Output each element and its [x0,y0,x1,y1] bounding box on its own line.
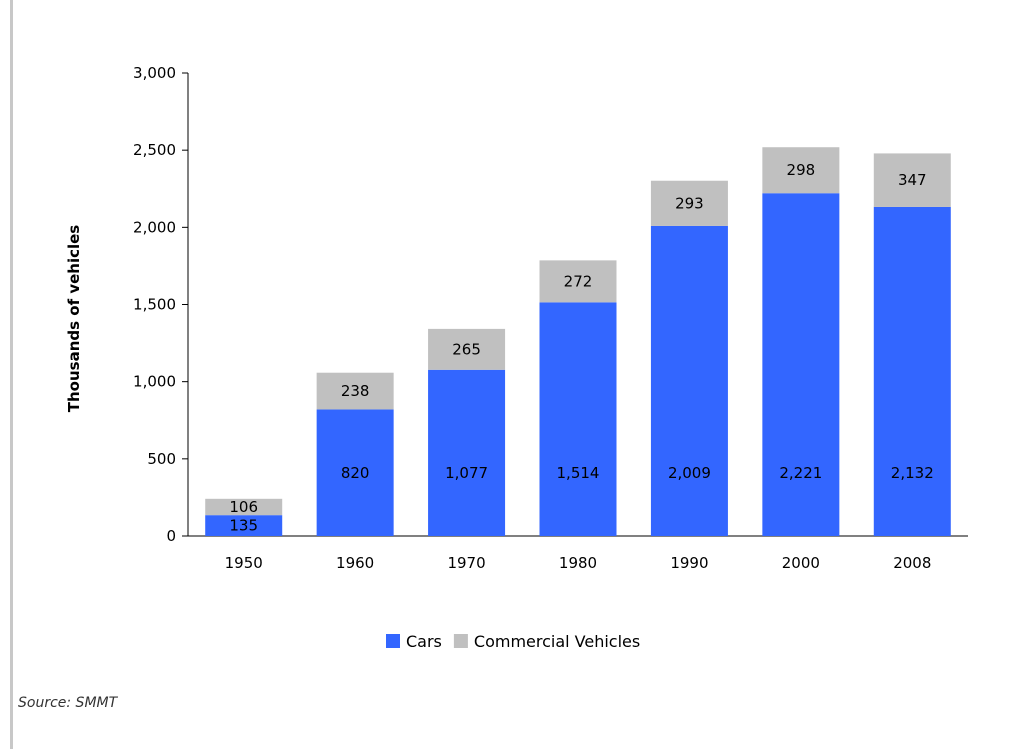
source-note: Source: SMMT [18,695,118,711]
bar-cars-1980 [539,302,617,536]
x-tick-label-2000: 2000 [782,554,820,572]
data-label-commercial-1980: 272 [564,272,593,290]
left-border-rule [10,0,13,749]
data-label-cars-1960: 820 [341,464,370,482]
bar-commercial-2000 [762,147,840,194]
chart-axes: 0 500 1,000 1,500 2,000 2,500 3,000 Thousands o… [65,64,968,572]
bar-cars-1950 [205,515,283,536]
y-tick-label: 0 [166,527,176,545]
data-label-cars-1980: 1,514 [557,464,600,482]
x-tick-label-1950: 1950 [225,554,263,572]
y-tick-label: 3,000 [133,64,176,82]
data-label-commercial-1960: 238 [341,382,370,400]
bar-cars-2000 [762,193,840,537]
data-label-commercial-1970: 265 [452,340,481,358]
data-label-commercial-1990: 293 [675,194,704,212]
x-tick-label-1970: 1970 [447,554,485,572]
bar-commercial-1950 [205,498,283,516]
data-label-cars-2000: 2,221 [779,464,822,482]
y-tick-label: 2,500 [133,141,176,159]
data-label-cars-1970: 1,077 [445,464,488,482]
y-tick-label: 2,000 [133,218,176,236]
y-tick-label: 1,000 [133,373,176,391]
bar-commercial-2008 [873,153,951,207]
chart-bars [205,147,951,537]
x-tick-label-2008: 2008 [893,554,931,572]
legend-label-commercial: Commercial Vehicles [474,632,640,651]
x-tick-label-1990: 1990 [670,554,708,572]
data-label-commercial-1950: 106 [229,498,258,516]
bar-cars-1970 [428,369,506,536]
chart-legend: Cars Commercial Vehicles [386,632,640,651]
bar-commercial-1980 [539,260,617,303]
data-label-cars-1950: 135 [229,517,258,535]
bar-commercial-1960 [316,372,394,410]
legend-label-cars: Cars [406,632,442,651]
y-tick-label: 1,500 [133,296,176,314]
legend-swatch-cars [386,634,400,648]
bar-cars-1960 [316,409,394,536]
bar-commercial-1970 [428,328,506,370]
data-label-commercial-2008: 347 [898,171,927,189]
x-tick-label-1960: 1960 [336,554,374,572]
x-tick-label-1980: 1980 [559,554,597,572]
bar-cars-2008 [873,206,951,536]
legend-swatch-commercial [453,634,468,648]
data-label-cars-2008: 2,132 [891,464,934,482]
bar-cars-1990 [650,225,728,536]
data-label-commercial-2000: 298 [787,161,816,179]
bar-commercial-1990 [650,180,728,226]
y-axis-title: Thousands of vehicles [65,225,83,413]
y-tick-label: 500 [147,450,176,468]
data-label-cars-1990: 2,009 [668,464,711,482]
